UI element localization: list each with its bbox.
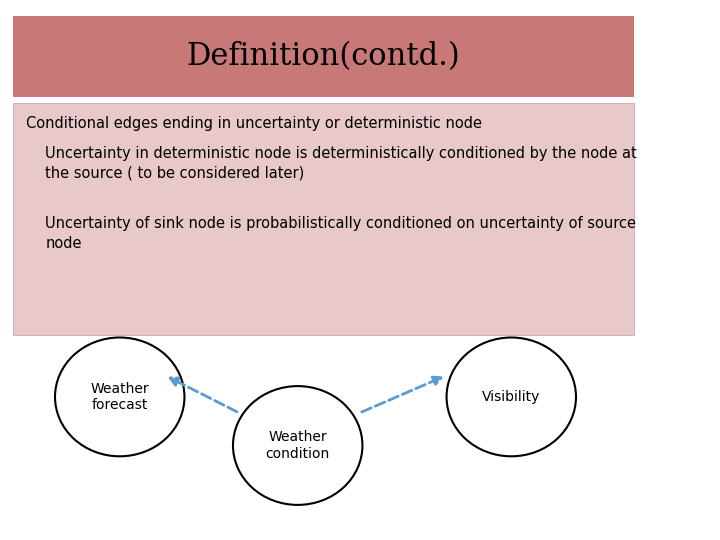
Text: Uncertainty in deterministic node is deterministically conditioned by the node a: Uncertainty in deterministic node is det… <box>45 146 637 180</box>
Ellipse shape <box>55 338 184 456</box>
FancyBboxPatch shape <box>13 103 634 335</box>
Text: Definition(contd.): Definition(contd.) <box>186 41 461 72</box>
Ellipse shape <box>446 338 576 456</box>
Ellipse shape <box>233 386 362 505</box>
Text: Uncertainty of sink node is probabilistically conditioned on uncertainty of sour: Uncertainty of sink node is probabilisti… <box>45 216 636 251</box>
Text: Visibility: Visibility <box>482 390 541 404</box>
FancyBboxPatch shape <box>13 16 634 97</box>
Text: Weather
condition: Weather condition <box>266 430 330 461</box>
Text: Conditional edges ending in uncertainty or deterministic node: Conditional edges ending in uncertainty … <box>26 116 482 131</box>
Text: Weather
forecast: Weather forecast <box>91 382 149 412</box>
